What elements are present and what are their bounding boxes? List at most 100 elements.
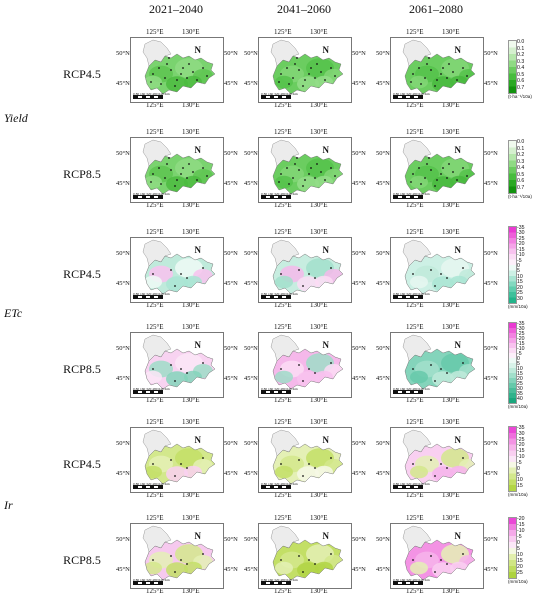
lat-label-left: 45°N [376,80,390,87]
map-panel: 125°E 130°E 125°E 130°E 50°N 45°N 50°N 45°N N 0 8… [376,128,500,209]
station-dot [462,67,464,69]
lat-label-right: 50°N [224,536,238,543]
scenario-label: RCP4.5 [63,267,101,281]
station-dot [278,181,280,183]
lon-label-top: 130°E [182,228,200,236]
color-legend: 0.0 0.1 0.2 0.3 0.4 0.5 0.6 0.7 (t·ha⁻¹/10a) [508,139,548,202]
station-dot [420,83,422,85]
lon-label-top: 130°E [182,28,200,36]
station-dot [466,175,468,177]
map-panel: 125°E 130°E 125°E 130°E 50°N 45°N 50°N 45°N N 0 8… [244,28,368,109]
map-panel: 125°E 130°E 125°E 130°E 50°N 45°N 50°N 45°N N 0 8… [116,514,240,595]
station-dot [280,173,282,175]
map-frame: N 0 80 160 320 480 640 Km [258,37,352,103]
station-dot [174,380,176,382]
station-dot [170,169,172,171]
lon-label-bottom: 125°E [274,396,292,404]
legend-tick-label: -20 [517,241,525,248]
value-zone [145,465,162,479]
station-dot [182,67,184,69]
legend-tick-label: 0.4 [517,165,525,171]
lat-label-right: 45°N [352,470,366,477]
scale-bar [261,581,291,585]
legend-unit: (mm/10a) [508,492,528,497]
station-dot [280,559,282,561]
column-header: 2061–2080 [409,2,463,16]
lat-label-left: 45°N [116,375,130,382]
station-dot [462,553,464,555]
lon-label-top: 125°E [406,418,424,426]
north-arrow-icon: N [194,531,202,541]
lat-label-left: 45°N [244,566,258,573]
lat-label-right: 50°N [484,536,498,543]
scenario-label: RCP4.5 [63,457,101,471]
station-dot [206,75,208,77]
north-arrow-icon: N [454,340,462,350]
province-border [144,153,216,195]
station-dot [292,177,294,179]
lon-label-bottom: 130°E [442,396,460,404]
scale-bar [261,390,291,394]
lon-label-top: 125°E [406,228,424,236]
map-frame: N 0 80 160 320 480 640 Km [130,523,224,589]
legend-tick-label: -20 [517,442,525,449]
legend-tick-label: 30 [517,295,523,302]
legend-tick-label: 5 [517,471,520,478]
station-dot [186,467,188,469]
lat-label-right: 45°N [352,80,366,87]
legend-tick-label: -30 [517,430,525,437]
map-frame: N 0 80 160 320 480 640 Km [130,237,224,303]
legend-tick-label: -20 [517,516,525,522]
lat-label-left: 50°N [116,440,130,447]
station-dot [424,77,426,79]
station-dot [302,380,304,382]
value-zone [315,175,333,189]
station-dot [298,169,300,171]
lon-label-top: 130°E [310,28,328,36]
lat-label-right: 45°N [484,566,498,573]
lon-label-top: 130°E [310,228,328,236]
legend-tick-label: 15 [517,371,523,377]
map-frame: N 0 80 160 320 480 640 Km [390,137,484,203]
legend-colorbar [508,517,517,579]
province-border [144,53,216,95]
north-arrow-icon: N [454,531,462,541]
map-frame: N 0 80 160 320 480 640 Km [130,427,224,493]
map-frame: N 0 80 160 320 480 640 Km [258,427,352,493]
map-svg [270,39,344,95]
scale-text: 0 80 160 320 480 640 Km [393,92,430,96]
value-zone [410,561,428,575]
map-svg [270,239,344,295]
value-zone [410,175,428,189]
station-dot [466,75,468,77]
scale-text: 0 80 160 320 480 640 Km [393,387,430,391]
north-arrow-icon: N [194,45,202,55]
map-panel: 125°E 130°E 125°E 130°E 50°N 45°N 50°N 45°N N 0 8… [376,418,500,499]
station-dot [440,463,442,465]
station-dot [314,372,316,374]
station-dot [196,79,198,81]
legend-tick-label: 0.4 [517,65,525,71]
station-dot [420,183,422,185]
legend-tick-label: 10 [517,366,523,372]
lon-label-top: 130°E [442,28,460,36]
value-zone [275,465,293,479]
station-dot [334,175,336,177]
lon-label-top: 125°E [274,323,292,331]
lon-label-bottom: 130°E [310,587,328,595]
province-border [144,253,216,295]
legend-colorbar [508,226,517,304]
lat-label-left: 50°N [376,345,390,352]
north-arrow-icon: N [322,531,330,541]
lon-label-top: 125°E [146,28,164,36]
station-dot [152,368,154,370]
lon-label-bottom: 130°E [442,201,460,209]
map-svg [142,429,216,485]
legend-tick-label: -10 [517,346,525,352]
map-svg [402,139,476,195]
station-dot [314,177,316,179]
value-zone [145,561,162,575]
map-svg [402,39,476,95]
lat-label-left: 50°N [116,250,130,257]
lat-label-left: 50°N [116,150,130,157]
